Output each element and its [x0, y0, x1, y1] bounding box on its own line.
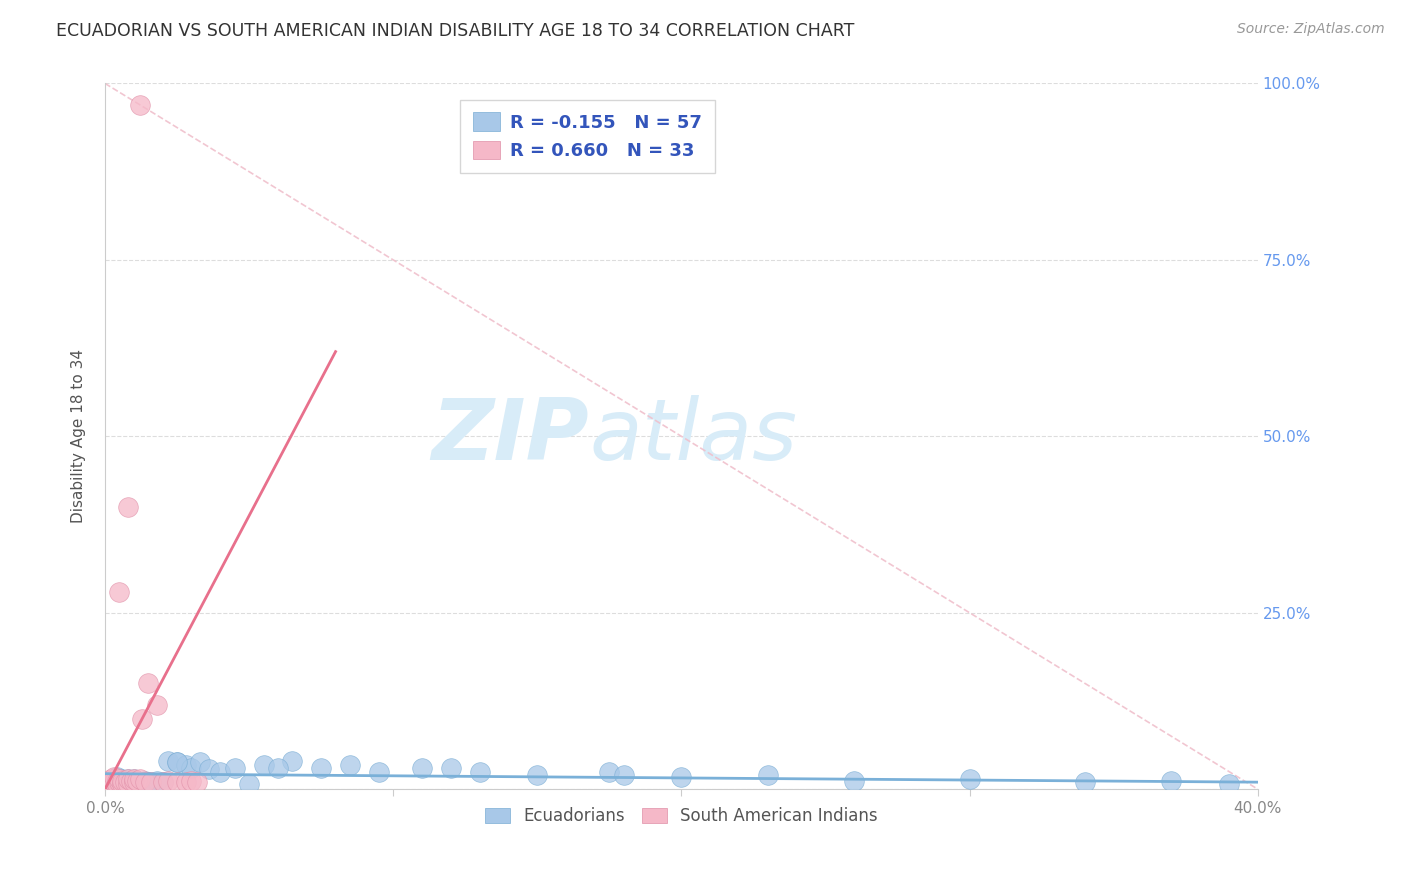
- Point: [339, 757, 361, 772]
- Point: [120, 773, 142, 788]
- Point: [526, 768, 548, 782]
- Point: [108, 776, 131, 790]
- Point: [136, 776, 159, 790]
- Point: [186, 775, 208, 789]
- Point: [122, 775, 145, 789]
- Point: [613, 768, 636, 782]
- Point: [468, 764, 491, 779]
- Point: [120, 773, 142, 788]
- Point: [103, 772, 125, 786]
- Point: [367, 764, 389, 779]
- Point: [114, 775, 136, 789]
- Point: [134, 773, 156, 788]
- Point: [136, 775, 159, 789]
- Point: [122, 775, 145, 789]
- Y-axis label: Disability Age 18 to 34: Disability Age 18 to 34: [72, 350, 86, 524]
- Point: [281, 754, 304, 768]
- Point: [105, 776, 128, 790]
- Point: [166, 756, 188, 770]
- Point: [117, 772, 139, 787]
- Point: [128, 97, 150, 112]
- Point: [267, 761, 290, 775]
- Point: [111, 776, 134, 790]
- Point: [139, 775, 162, 789]
- Point: [117, 500, 139, 514]
- Point: [108, 775, 131, 789]
- Point: [166, 756, 188, 770]
- Point: [103, 770, 125, 784]
- Point: [959, 772, 981, 786]
- Point: [131, 775, 153, 789]
- Point: [108, 775, 131, 789]
- Point: [103, 776, 125, 790]
- Point: [128, 772, 150, 786]
- Point: [252, 757, 274, 772]
- Point: [1160, 773, 1182, 788]
- Point: [166, 775, 188, 789]
- Point: [188, 756, 211, 770]
- Point: [105, 773, 128, 788]
- Point: [100, 772, 122, 786]
- Point: [238, 776, 260, 790]
- Point: [197, 763, 219, 777]
- Point: [1074, 775, 1097, 789]
- Point: [122, 772, 145, 786]
- Point: [125, 773, 148, 788]
- Text: ZIP: ZIP: [432, 395, 589, 478]
- Point: [97, 775, 120, 789]
- Point: [117, 772, 139, 786]
- Point: [131, 712, 153, 726]
- Point: [756, 768, 779, 782]
- Point: [114, 776, 136, 790]
- Point: [105, 775, 128, 789]
- Point: [1218, 776, 1240, 790]
- Point: [224, 761, 246, 775]
- Point: [117, 776, 139, 790]
- Point: [100, 773, 122, 788]
- Point: [114, 773, 136, 788]
- Point: [125, 773, 148, 788]
- Point: [111, 773, 134, 788]
- Point: [136, 676, 159, 690]
- Point: [120, 776, 142, 790]
- Point: [117, 775, 139, 789]
- Point: [844, 773, 866, 788]
- Text: atlas: atlas: [589, 395, 797, 478]
- Point: [152, 775, 174, 789]
- Point: [122, 772, 145, 786]
- Point: [146, 773, 169, 788]
- Point: [180, 761, 202, 775]
- Point: [180, 773, 202, 788]
- Point: [139, 775, 162, 789]
- Point: [157, 773, 180, 788]
- Point: [128, 776, 150, 790]
- Point: [100, 776, 122, 790]
- Point: [146, 698, 169, 712]
- Point: [309, 761, 332, 775]
- Point: [174, 775, 197, 789]
- Text: ECUADORIAN VS SOUTH AMERICAN INDIAN DISABILITY AGE 18 TO 34 CORRELATION CHART: ECUADORIAN VS SOUTH AMERICAN INDIAN DISA…: [56, 22, 855, 40]
- Legend: Ecuadorians, South American Indians: Ecuadorians, South American Indians: [477, 799, 886, 834]
- Text: Source: ZipAtlas.com: Source: ZipAtlas.com: [1237, 22, 1385, 37]
- Point: [671, 770, 693, 784]
- Point: [134, 775, 156, 789]
- Point: [111, 772, 134, 786]
- Point: [411, 761, 433, 775]
- Point: [97, 775, 120, 789]
- Point: [108, 772, 131, 786]
- Point: [440, 761, 463, 775]
- Point: [152, 775, 174, 789]
- Point: [209, 764, 232, 779]
- Point: [105, 770, 128, 784]
- Point: [108, 584, 131, 599]
- Point: [598, 764, 620, 779]
- Point: [174, 757, 197, 772]
- Point: [111, 775, 134, 789]
- Point: [157, 754, 180, 768]
- Point: [103, 775, 125, 789]
- Point: [108, 773, 131, 788]
